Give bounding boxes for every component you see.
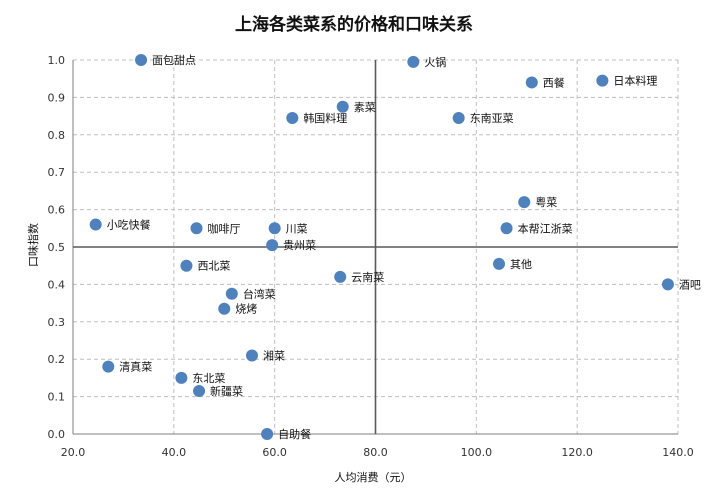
data-point-label: 其他	[510, 258, 532, 271]
data-point-label: 本帮江浙菜	[518, 221, 573, 235]
data-point	[102, 360, 115, 373]
data-point	[525, 76, 538, 89]
data-point	[218, 302, 231, 315]
data-point-label: 自助餐	[278, 427, 311, 441]
x-tick-label: 120.0	[561, 446, 593, 459]
y-tick-label: 1.0	[48, 54, 66, 67]
data-point-label: 烧烤	[235, 302, 257, 316]
data-point	[596, 74, 609, 87]
y-tick-label: 0.1	[48, 391, 66, 404]
data-point-label: 湘菜	[263, 348, 285, 362]
data-point	[452, 111, 465, 124]
x-tick-label: 20.0	[61, 446, 86, 459]
data-point-label: 贵州菜	[283, 239, 316, 252]
chart-title: 上海各类菜系的价格和口味关系	[235, 14, 473, 35]
data-point-label: 素菜	[354, 101, 376, 114]
data-point	[266, 239, 279, 252]
y-tick-label: 0.2	[48, 353, 66, 366]
data-point-label: 韩国料理	[303, 111, 347, 125]
data-point	[180, 259, 193, 272]
data-point	[190, 222, 203, 235]
y-tick-label: 0.7	[48, 166, 66, 179]
data-point-label: 咖啡厅	[208, 221, 241, 235]
data-point-label: 东北菜	[192, 372, 225, 385]
data-point-label: 西北菜	[197, 260, 230, 273]
data-point-label: 小吃快餐	[107, 218, 151, 232]
data-point-label: 面包甜点	[152, 54, 196, 67]
data-point	[89, 218, 102, 231]
y-tick-label: 0.3	[48, 316, 66, 329]
x-tick-label: 80.0	[363, 446, 388, 459]
data-point	[493, 257, 506, 270]
y-tick-label: 0.9	[48, 91, 66, 104]
data-point-label: 台湾菜	[243, 287, 276, 301]
x-tick-label: 140.0	[662, 446, 694, 459]
data-point-label: 酒吧	[679, 278, 701, 291]
data-point	[135, 54, 148, 66]
data-point-label: 新疆菜	[210, 384, 243, 398]
x-tick-label: 60.0	[262, 446, 287, 459]
data-point	[334, 270, 347, 283]
data-point-label: 东南亚菜	[470, 112, 514, 125]
data-point	[661, 278, 674, 291]
x-axis-label: 人均消费（元）	[335, 470, 412, 484]
data-point	[268, 222, 281, 235]
data-point-label: 清真菜	[119, 360, 152, 374]
data-point	[261, 428, 274, 440]
y-tick-label: 0.6	[48, 204, 66, 217]
data-point-label: 日本料理	[613, 74, 657, 88]
y-tick-label: 0.8	[48, 129, 66, 142]
data-point	[193, 384, 206, 397]
y-axis-label: 口味指数	[26, 223, 40, 267]
data-point-label: 粤菜	[535, 195, 557, 209]
data-point	[500, 222, 513, 235]
data-point	[336, 100, 349, 113]
data-point	[518, 196, 531, 209]
x-tick-label: 40.0	[162, 446, 187, 459]
data-point-label: 川菜	[286, 222, 308, 235]
axis-ticks: 0.0 0.1 0.2 0.3 0.4 0.5 0.6 0.7 0.8 0.9 1.0 20.0 40.…	[48, 54, 694, 459]
y-tick-label: 0.5	[48, 241, 66, 254]
x-tick-label: 100.0	[461, 446, 493, 459]
data-point-label: 火锅	[424, 56, 446, 69]
y-tick-label: 0.4	[48, 278, 66, 291]
data-point	[286, 111, 299, 124]
data-point	[245, 349, 258, 362]
reference-lines	[73, 60, 678, 434]
data-point	[407, 55, 420, 68]
y-tick-label: 0.0	[48, 428, 66, 441]
data-point-label: 西餐	[543, 75, 565, 89]
data-point	[225, 287, 238, 300]
data-point-label: 云南菜	[351, 271, 384, 284]
data-point	[175, 371, 188, 384]
